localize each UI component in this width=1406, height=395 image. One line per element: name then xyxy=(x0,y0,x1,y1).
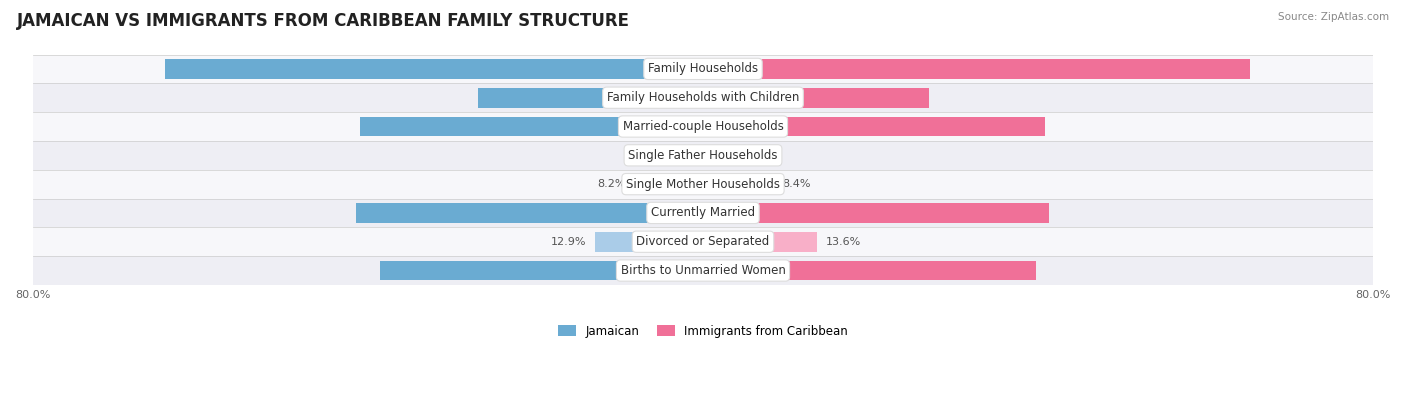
Text: 40.9%: 40.9% xyxy=(690,122,730,132)
Text: 27.0%: 27.0% xyxy=(678,93,716,103)
Bar xyxy=(703,203,1049,223)
Bar xyxy=(356,203,703,223)
Text: 38.5%: 38.5% xyxy=(690,265,728,276)
Text: 13.6%: 13.6% xyxy=(825,237,860,247)
FancyBboxPatch shape xyxy=(32,228,1374,256)
Bar xyxy=(478,88,703,107)
Text: 12.9%: 12.9% xyxy=(551,237,586,247)
Bar xyxy=(634,174,703,194)
Text: 41.3%: 41.3% xyxy=(676,208,716,218)
Text: 41.4%: 41.4% xyxy=(690,208,730,218)
FancyBboxPatch shape xyxy=(32,112,1374,141)
Text: JAMAICAN VS IMMIGRANTS FROM CARIBBEAN FAMILY STRUCTURE: JAMAICAN VS IMMIGRANTS FROM CARIBBEAN FA… xyxy=(17,12,630,30)
FancyBboxPatch shape xyxy=(32,199,1374,228)
Text: 2.5%: 2.5% xyxy=(733,150,761,160)
Bar xyxy=(703,261,1036,280)
Text: Births to Unmarried Women: Births to Unmarried Women xyxy=(620,264,786,277)
Text: 39.8%: 39.8% xyxy=(676,265,716,276)
FancyBboxPatch shape xyxy=(32,170,1374,199)
Bar xyxy=(683,145,703,165)
Text: Currently Married: Currently Married xyxy=(651,207,755,220)
FancyBboxPatch shape xyxy=(32,141,1374,170)
Text: 40.8%: 40.8% xyxy=(676,122,716,132)
Bar xyxy=(360,117,703,136)
Text: Family Households: Family Households xyxy=(648,62,758,75)
Text: 8.4%: 8.4% xyxy=(782,179,810,189)
Text: 8.2%: 8.2% xyxy=(598,179,626,189)
Text: 65.3%: 65.3% xyxy=(678,64,716,74)
Bar xyxy=(703,232,817,252)
Text: 2.3%: 2.3% xyxy=(647,150,675,160)
Text: 26.9%: 26.9% xyxy=(690,93,730,103)
FancyBboxPatch shape xyxy=(32,83,1374,112)
Bar xyxy=(165,59,703,79)
FancyBboxPatch shape xyxy=(32,256,1374,285)
Text: Divorced or Separated: Divorced or Separated xyxy=(637,235,769,248)
FancyBboxPatch shape xyxy=(32,55,1374,83)
Bar xyxy=(595,232,703,252)
Text: Single Father Households: Single Father Households xyxy=(628,149,778,162)
Bar xyxy=(381,261,703,280)
Bar xyxy=(703,145,724,165)
Bar xyxy=(703,174,773,194)
Bar xyxy=(703,59,1250,79)
Text: Source: ZipAtlas.com: Source: ZipAtlas.com xyxy=(1278,12,1389,22)
Bar xyxy=(703,88,929,107)
Text: Family Households with Children: Family Households with Children xyxy=(607,91,799,104)
Text: Married-couple Households: Married-couple Households xyxy=(623,120,783,133)
Legend: Jamaican, Immigrants from Caribbean: Jamaican, Immigrants from Caribbean xyxy=(553,319,853,344)
Text: Single Mother Households: Single Mother Households xyxy=(626,178,780,191)
Bar xyxy=(703,117,1045,136)
Text: 64.2%: 64.2% xyxy=(690,64,730,74)
